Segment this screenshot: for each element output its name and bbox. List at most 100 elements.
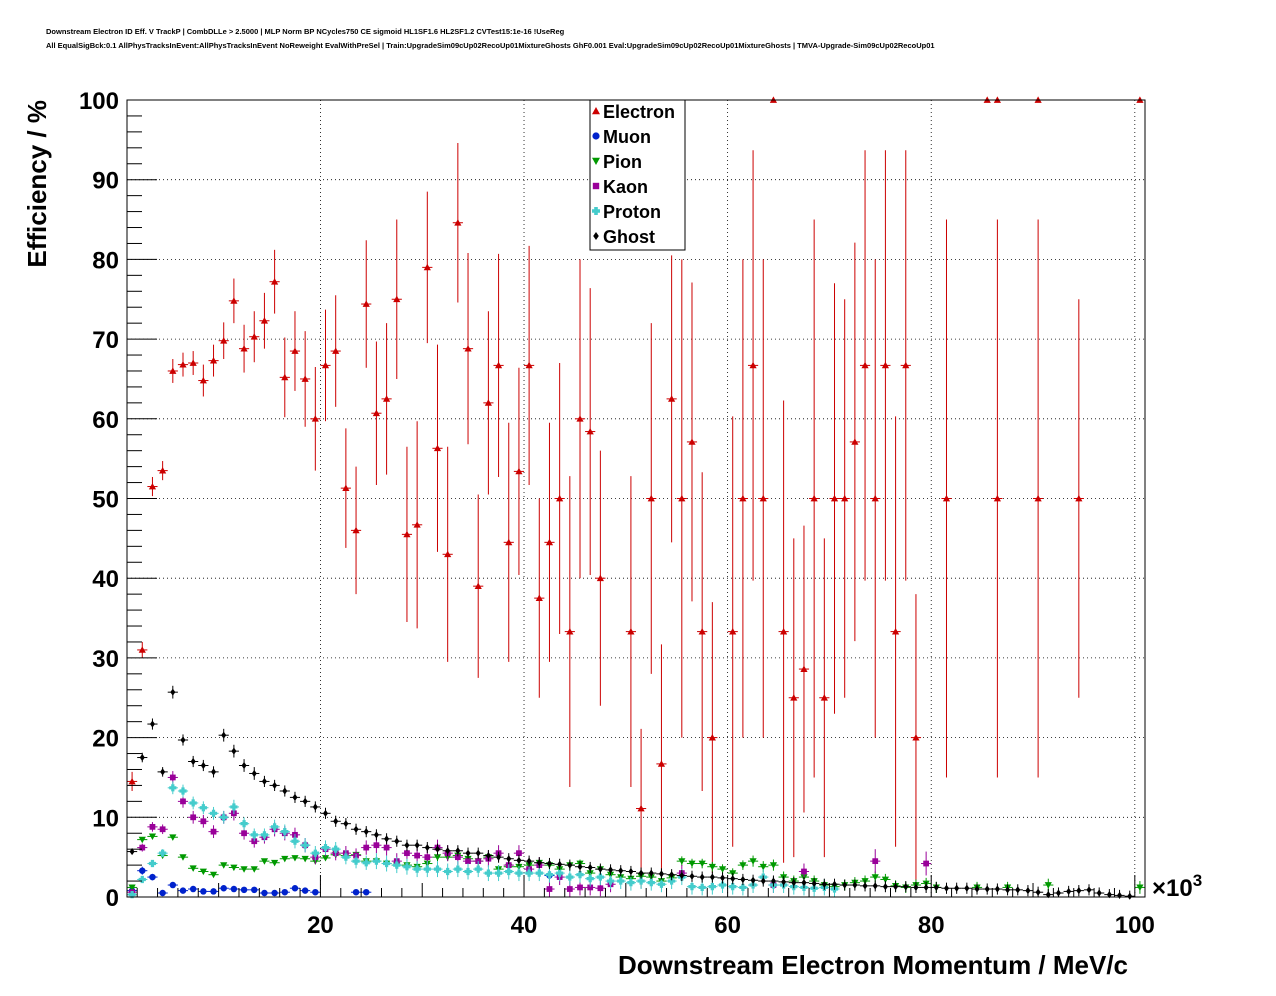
marker [942,494,951,502]
marker [770,877,776,885]
marker [445,847,451,855]
marker [413,865,421,873]
y-tick-label: 20 [92,726,119,753]
marker [179,854,187,861]
marker [138,836,146,844]
data-point-electron [554,363,565,634]
data-point-muon [177,887,189,894]
data-point-ghost [574,861,586,873]
data-point-ghost [686,870,698,882]
data-point-proton [269,819,280,835]
marker [841,494,849,502]
marker [678,494,686,502]
data-point-muon [350,888,362,896]
marker [454,219,462,226]
marker [647,879,655,887]
marker [484,869,492,877]
marker [484,399,492,406]
marker [414,852,421,859]
marker [545,538,554,546]
data-point-proton [503,863,514,880]
marker [301,841,309,849]
data-point-electron [1073,299,1084,698]
data-point-proton [412,861,423,878]
data-point-electron [534,498,545,698]
data-point-ghost [656,868,667,880]
series-pion [127,833,1145,894]
data-point-proton [564,869,575,886]
marker [209,809,218,817]
marker [301,887,309,894]
marker [668,395,676,402]
marker [494,361,503,369]
data-point-kaon [921,851,932,876]
marker [913,883,919,892]
series-muon [127,866,555,897]
data-point-proton [462,863,474,880]
marker [688,438,696,445]
marker [291,347,299,354]
marker [749,858,757,865]
marker [260,858,269,865]
data-point-pion [218,862,229,869]
marker [159,849,167,857]
data-point-muon [361,888,372,896]
data-point-ghost [615,865,626,877]
marker [627,879,635,887]
data-point-muon [137,866,148,875]
marker [384,835,390,843]
marker [260,831,269,839]
marker [546,859,552,868]
data-point-proton [391,857,402,874]
data-point-proton [605,873,616,890]
marker [179,887,187,894]
marker [708,734,716,741]
data-point-electron [798,525,810,813]
data-point-proton [238,817,250,831]
data-point-ghost [666,869,677,881]
marker [718,866,727,873]
marker [271,859,279,867]
marker [129,847,135,856]
marker [1045,891,1051,899]
marker [852,881,858,889]
data-point-proton [330,842,341,857]
marker [505,867,513,876]
data-point-muon [289,884,301,892]
marker [423,263,431,271]
y-tick-label: 40 [92,566,119,593]
marker [301,375,309,382]
data-point-proton [167,781,178,795]
data-point-pion [768,859,779,871]
marker [342,484,350,492]
data-point-muon [310,888,321,896]
data-point-ghost [462,847,474,859]
marker [403,863,411,871]
data-point-ghost [910,881,922,894]
data-point-ghost [880,881,891,893]
data-point-proton [483,865,494,882]
data-point-muon [279,888,290,896]
marker [292,793,298,801]
marker [1136,884,1144,892]
marker [1096,889,1102,897]
data-point-ghost [870,880,881,892]
data-point-electron [483,311,494,495]
marker [180,736,186,744]
data-point-proton [198,801,209,815]
marker [516,856,522,864]
data-point-ghost [198,759,209,772]
data-point-proton [300,838,311,853]
marker [586,875,594,883]
data-point-proton [188,796,199,810]
marker [871,494,879,502]
data-point-ghost [717,872,728,884]
data-point-electron [809,219,820,778]
data-point-ghost [798,877,810,889]
data-point-electron [524,245,535,485]
marker [871,874,879,881]
data-point-ghost [330,815,341,827]
data-point-kaon [208,825,219,839]
marker [231,747,237,755]
data-point-ghost [595,863,606,875]
